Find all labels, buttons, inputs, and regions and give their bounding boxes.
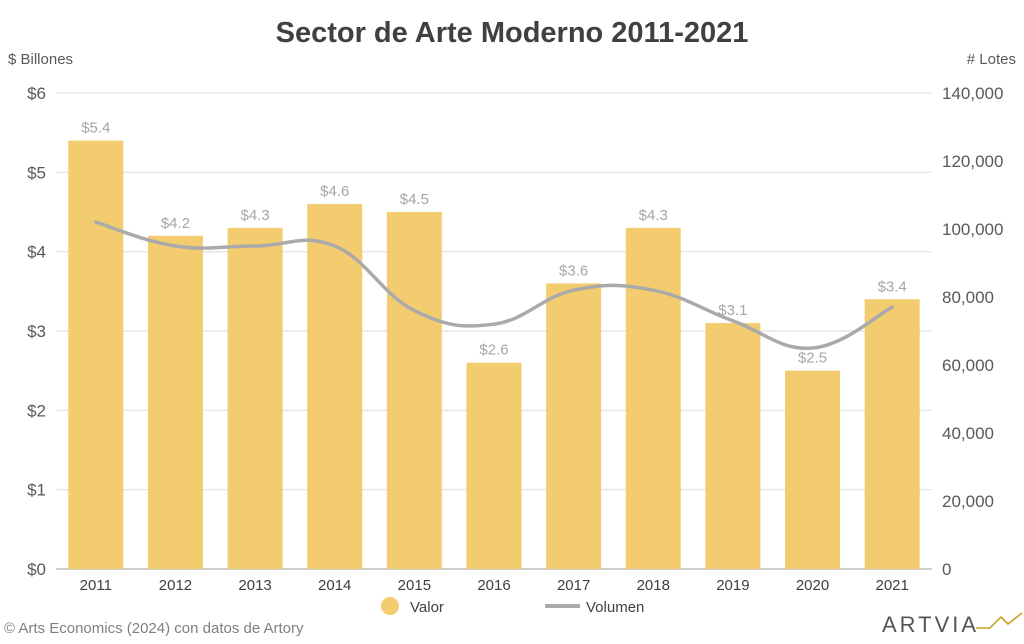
- svg-text:ARTVIA: ARTVIA: [882, 612, 979, 637]
- bar-value-label: $2.5: [798, 350, 827, 367]
- y2-tick-label: 60,000: [942, 356, 994, 375]
- bar-2012: [147, 235, 203, 570]
- x-tick-label: 2012: [159, 577, 192, 594]
- bar-value-label: $4.2: [161, 215, 190, 232]
- bar-value-label: $4.3: [639, 207, 668, 224]
- y-tick-label: $6: [27, 84, 46, 103]
- x-tick-label: 2015: [398, 577, 431, 594]
- source-note: © Arts Economics (2024) con datos de Art…: [4, 620, 304, 637]
- x-tick-label: 2014: [318, 577, 351, 594]
- y2-tick-label: 140,000: [942, 84, 1003, 103]
- bar-2011: [68, 140, 124, 569]
- legend-marker-valor: [381, 597, 399, 615]
- y-axis-label: $ Billones: [8, 51, 73, 68]
- bar-value-label: $4.3: [240, 207, 269, 224]
- bar-value-label: $3.6: [559, 262, 588, 279]
- bar-2017: [546, 283, 602, 569]
- volumen-line: [94, 220, 894, 350]
- chart-title: Sector de Arte Moderno 2011-2021: [276, 17, 749, 49]
- bar-value-label: $3.4: [878, 278, 907, 295]
- legend-label-volumen: Volumen: [586, 599, 644, 616]
- x-tick-label: 2013: [238, 577, 271, 594]
- artvia-logo: ARTVIA: [882, 612, 1023, 637]
- bar-2020: [785, 370, 841, 569]
- x-tick-label: 2011: [80, 577, 112, 594]
- bar-2016: [466, 362, 522, 569]
- y-tick-label: $0: [27, 560, 46, 579]
- bar-2018: [625, 227, 681, 569]
- y-tick-label: $2: [27, 401, 46, 420]
- y-tick-label: $5: [27, 163, 46, 182]
- bar-2014: [307, 204, 363, 570]
- y2-tick-label: 80,000: [942, 288, 994, 307]
- bar-2021: [864, 299, 920, 569]
- bar-2019: [705, 323, 761, 569]
- x-tick-label: 2021: [875, 577, 908, 594]
- y-tick-label: $4: [27, 243, 46, 262]
- y2-tick-label: 40,000: [942, 424, 994, 443]
- bar-2015: [386, 212, 442, 569]
- legend-label-valor: Valor: [410, 599, 444, 616]
- x-tick-label: 2017: [557, 577, 590, 594]
- bar-value-label: $4.6: [320, 183, 349, 200]
- y2-axis-label: # Lotes: [967, 51, 1016, 68]
- bar-value-label: $5.4: [81, 120, 110, 137]
- y2-tick-label: 100,000: [942, 220, 1003, 239]
- x-tick-label: 2018: [637, 577, 670, 594]
- y-tick-label: $1: [27, 481, 46, 500]
- y2-tick-label: 120,000: [942, 152, 1003, 171]
- y2-tick-label: 20,000: [942, 492, 994, 511]
- x-tick-label: 2020: [796, 577, 829, 594]
- bar-value-label: $4.5: [400, 191, 429, 208]
- bar-value-label: $3.1: [718, 302, 747, 319]
- y2-tick-label: 0: [942, 560, 951, 579]
- bar-value-label: $2.6: [479, 342, 508, 359]
- legend: Valor Volumen: [381, 597, 644, 616]
- y-tick-label: $3: [27, 322, 46, 341]
- x-tick-label: 2019: [716, 577, 749, 594]
- x-tick-label: 2016: [477, 577, 510, 594]
- bar-2013: [227, 227, 283, 569]
